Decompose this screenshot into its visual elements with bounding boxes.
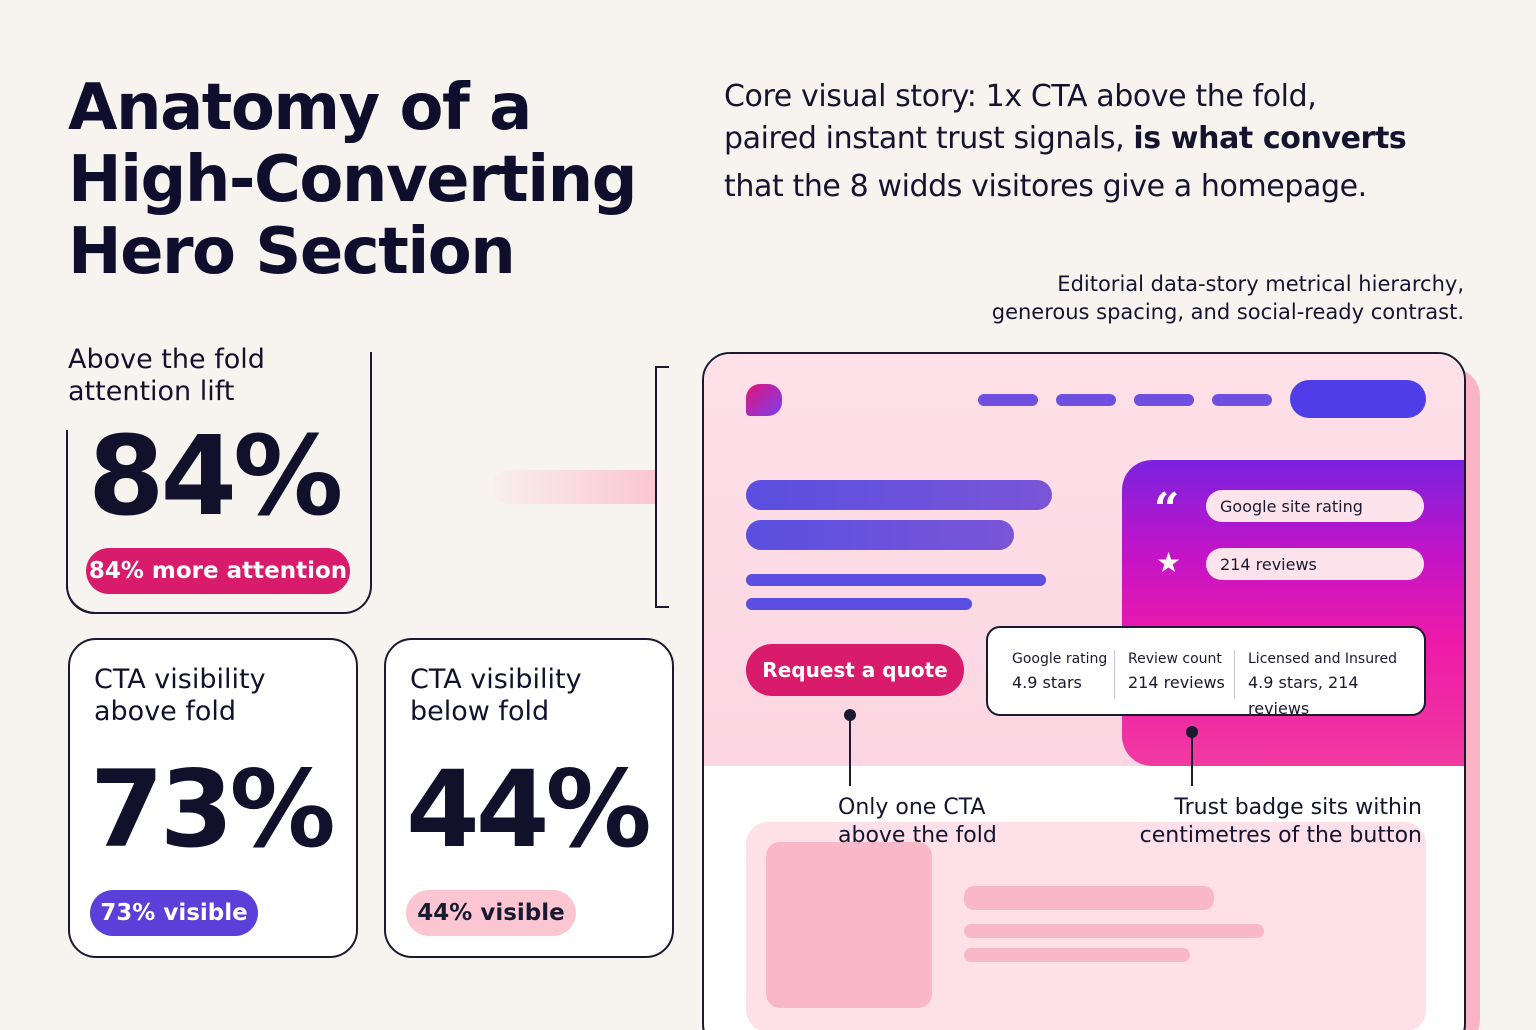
badge-column: Review count 214 reviews [1128, 648, 1225, 696]
hero-area: “ ★ Google site rating 214 reviews Reque… [704, 354, 1464, 766]
badge-divider [1114, 650, 1115, 698]
body-text-placeholder [746, 598, 972, 610]
logo-icon [746, 384, 782, 416]
annotation-line-1: Trust badge sits within [1174, 795, 1422, 820]
stat-label-line-2: above fold [94, 696, 237, 727]
body-text-placeholder [746, 574, 1046, 586]
stat-label: CTA visibility above fold [94, 664, 266, 728]
badge-key: Google rating [1012, 651, 1108, 667]
stat-label-line-2: below fold [410, 696, 550, 727]
stat-label-line-2: attention lift [68, 376, 235, 407]
trust-panel: “ ★ Google site rating 214 reviews [1122, 460, 1464, 766]
nav-item[interactable] [1212, 394, 1272, 406]
headline-placeholder [746, 480, 1052, 510]
trust-pill-reviews: 214 reviews [1206, 548, 1424, 580]
badge-value: 4.9 stars, 214 reviews [1248, 673, 1359, 718]
stat-label: CTA visibility below fold [410, 664, 582, 728]
card-corner [66, 584, 96, 614]
connector-bracket [655, 366, 669, 608]
badge-key: Review count [1128, 651, 1222, 667]
intro-line-2-bold: is what converts [1133, 121, 1407, 156]
intro-line-1: Core visual story: 1x CTA above the fold… [724, 79, 1317, 114]
annotation-line-2: centimetres of the button [1139, 823, 1422, 848]
stat-label-line-1: CTA visibility [410, 664, 582, 695]
stat-label: Above the fold attention lift [68, 344, 358, 408]
content-section-placeholder [746, 822, 1426, 1030]
text-placeholder [964, 924, 1264, 938]
title-line-3: Hero Section [68, 215, 516, 289]
title-line-1: Anatomy of a [68, 71, 532, 145]
stat-label-line-1: Above the fold [68, 344, 265, 375]
quote-icon: “ [1154, 484, 1180, 535]
trust-pill-rating: Google site rating [1206, 490, 1424, 522]
star-icon: ★ [1156, 547, 1182, 578]
intro-line-2-regular: paired instant trust signals, [724, 121, 1134, 156]
annotation-cta: Only one CTA above the fold [838, 794, 997, 850]
text-placeholder [964, 886, 1214, 910]
badge-value: 4.9 stars [1012, 673, 1082, 692]
stat-pill: 44% visible [406, 890, 576, 936]
intro-line-3: that the 8 widds visitores give a homepa… [724, 169, 1367, 204]
stat-card-below-fold: CTA visibility below fold 44% 44% visibl… [384, 638, 674, 958]
image-placeholder [766, 842, 932, 1008]
stat-pill: 73% visible [90, 890, 258, 936]
subline-line-1: Editorial data-story metrical hierarchy, [1057, 272, 1464, 296]
badge-value: 214 reviews [1128, 673, 1225, 692]
title-line-2: High-Converting [68, 143, 638, 217]
stat-value: 44% [406, 748, 652, 871]
intro-text: Core visual story: 1x CTA above the fold… [724, 76, 1444, 208]
badge-column: Google rating 4.9 stars [1012, 648, 1107, 696]
trust-badge: Google rating 4.9 stars Review count 214… [986, 626, 1426, 718]
hero-mockup: “ ★ Google site rating 214 reviews Reque… [702, 352, 1466, 1030]
connector-bar [492, 470, 656, 504]
text-placeholder [964, 948, 1190, 962]
stat-card-above-fold: CTA visibility above fold 73% 73% visibl… [68, 638, 358, 958]
stat-value: 84% [88, 412, 343, 540]
badge-key: Licensed and Insured [1248, 651, 1398, 667]
annotation-badge: Trust badge sits within centimetres of t… [1140, 794, 1422, 850]
nav-item[interactable] [1134, 394, 1194, 406]
badge-column: Licensed and Insured 4.9 stars, 214 revi… [1248, 648, 1424, 722]
request-quote-button[interactable]: Request a quote [746, 644, 964, 696]
annotation-line [1191, 732, 1193, 786]
subline-line-2: generous spacing, and social-ready contr… [991, 300, 1464, 324]
annotation-dot [844, 709, 856, 721]
subline-text: Editorial data-story metrical hierarchy,… [904, 270, 1464, 326]
annotation-line [849, 716, 851, 786]
stat-pill: 84% more attention [86, 548, 350, 594]
nav-item[interactable] [1056, 394, 1116, 406]
headline-placeholder [746, 520, 1014, 550]
annotation-line-2: above the fold [838, 823, 997, 848]
page-title: Anatomy of a High-Converting Hero Sectio… [68, 72, 688, 288]
stat-value: 73% [90, 748, 336, 871]
badge-divider [1234, 650, 1235, 698]
stat-label-line-1: CTA visibility [94, 664, 266, 695]
stat-card-attention: Above the fold attention lift 84% 84% mo… [66, 344, 372, 614]
nav-cta-button[interactable] [1290, 380, 1426, 418]
nav-item[interactable] [978, 394, 1038, 406]
annotation-line-1: Only one CTA [838, 795, 986, 820]
